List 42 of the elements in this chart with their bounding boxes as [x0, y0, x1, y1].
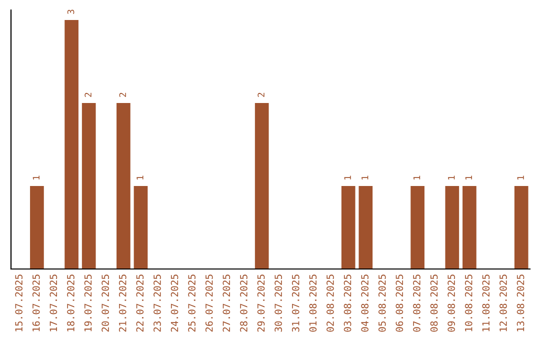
x-tick-label: 24.07.2025: [170, 274, 178, 332]
x-tick-label: 11.08.2025: [482, 274, 490, 332]
data-label: 1: [32, 176, 40, 180]
x-tick-label: 15.07.2025: [15, 274, 22, 332]
x-tick-label: 05.08.2025: [378, 274, 386, 332]
x-tick-label: 19.07.2025: [84, 274, 92, 332]
x-tick-label: 04.08.2025: [361, 274, 368, 332]
data-label: 1: [517, 176, 524, 180]
x-tick-label: 23.07.2025: [154, 274, 161, 332]
data-label: 3: [67, 10, 74, 14]
x-tick-label: 21.07.2025: [118, 274, 126, 332]
x-tick-label: 10.08.2025: [464, 274, 472, 332]
x-tick-label: 29.07.2025: [257, 274, 265, 332]
data-label: 2: [119, 92, 126, 97]
data-label: 1: [344, 176, 351, 180]
data-label: 1: [362, 176, 368, 180]
x-tick-label: 20.07.2025: [102, 274, 109, 332]
x-tick-label: 07.08.2025: [413, 274, 420, 332]
x-tick-label: 13.08.2025: [516, 274, 524, 332]
data-label: 2: [258, 92, 264, 97]
data-label: 1: [136, 176, 144, 180]
x-tick-label: 08.08.2025: [430, 274, 438, 332]
x-tick-label: 25.07.2025: [188, 274, 196, 332]
data-label: 1: [448, 176, 455, 180]
data-label: 1: [413, 176, 420, 180]
x-tick-label: 27.07.2025: [222, 274, 230, 332]
x-tick-label: 16.07.2025: [32, 274, 40, 332]
x-tick-label: 31.07.2025: [292, 274, 300, 332]
x-tick-label: 17.07.2025: [50, 274, 58, 332]
x-tick-label: 06.08.2025: [396, 274, 404, 332]
x-tick-label: 28.07.2025: [240, 274, 248, 332]
x-tick-label: 02.08.2025: [326, 274, 334, 332]
x-tick-label: 26.07.2025: [205, 274, 213, 332]
x-tick-label: 12.08.2025: [500, 274, 507, 332]
x-tick-label: 30.07.2025: [274, 274, 282, 332]
x-tick-label: 09.08.2025: [448, 274, 455, 332]
data-label: 1: [465, 176, 472, 180]
data-label: 2: [84, 92, 92, 97]
x-tick-label: 01.08.2025: [309, 274, 317, 332]
x-tick-label: 18.07.2025: [67, 274, 74, 332]
x-tick-label: 03.08.2025: [344, 274, 352, 332]
x-tick-label: 22.07.2025: [136, 274, 144, 332]
